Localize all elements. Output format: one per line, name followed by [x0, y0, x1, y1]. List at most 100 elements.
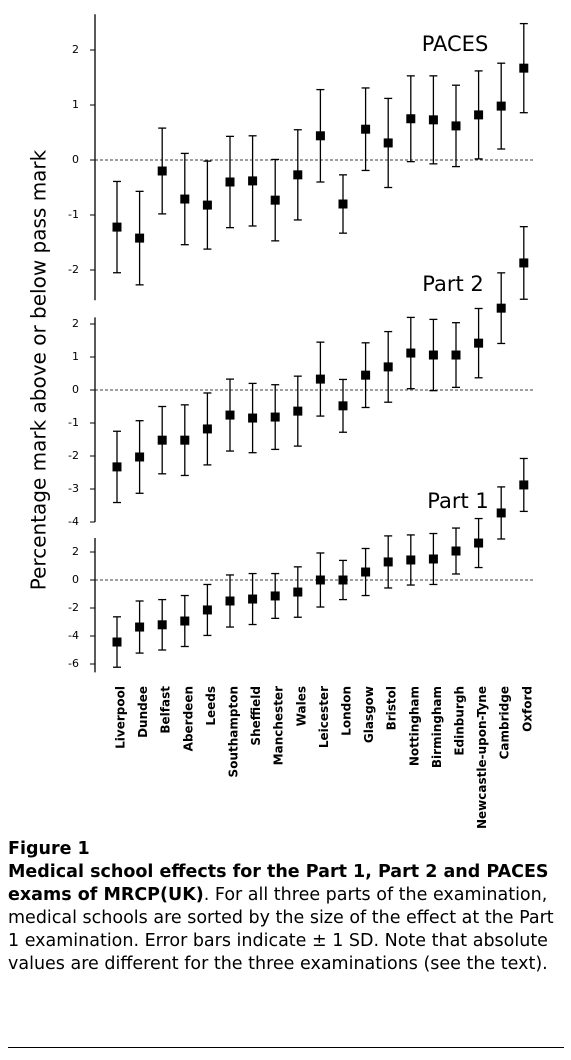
- point: [112, 637, 122, 647]
- point: [270, 195, 280, 205]
- point: [474, 538, 484, 548]
- point: [180, 616, 190, 626]
- panel-label: Part 2: [422, 272, 484, 296]
- point: [361, 370, 371, 380]
- point: [202, 200, 212, 210]
- y-tick-label: -2: [68, 449, 79, 462]
- point: [519, 63, 529, 73]
- x-tick-label: Birmingham: [430, 686, 444, 768]
- point: [202, 605, 212, 615]
- rule: [8, 1047, 564, 1048]
- caption-title: Medical school effects for the Part 1, P…: [8, 862, 549, 905]
- point: [270, 591, 280, 601]
- x-tick-label: Manchester: [272, 686, 286, 765]
- point: [383, 138, 393, 148]
- point: [315, 575, 325, 585]
- y-tick-label: -6: [68, 657, 79, 670]
- point: [406, 555, 416, 565]
- point: [135, 622, 145, 632]
- point: [519, 258, 529, 268]
- point: [474, 110, 484, 120]
- point: [112, 462, 122, 472]
- x-tick-label: Oxford: [520, 686, 534, 732]
- point: [451, 121, 461, 131]
- point: [225, 410, 235, 420]
- y-tick-label: 2: [72, 43, 79, 56]
- point: [496, 101, 506, 111]
- point: [406, 114, 416, 124]
- y-tick-label: -4: [68, 629, 79, 642]
- x-tick-label: Edinburgh: [453, 686, 467, 756]
- x-tick-label: Sheffield: [249, 686, 263, 746]
- point: [157, 620, 167, 630]
- y-tick-label: 2: [72, 317, 79, 330]
- point: [451, 546, 461, 556]
- chart: Percentage mark above or below pass mark…: [27, 14, 535, 829]
- x-tick-label: Bristol: [385, 686, 399, 730]
- point: [248, 594, 258, 604]
- point: [248, 413, 258, 423]
- y-tick-label: 0: [72, 573, 79, 586]
- point: [270, 412, 280, 422]
- y-tick-label: 0: [72, 383, 79, 396]
- point: [180, 435, 190, 445]
- point: [225, 596, 235, 606]
- y-tick-label: -1: [68, 208, 79, 221]
- point: [338, 199, 348, 209]
- x-tick-label: Southampton: [227, 686, 241, 777]
- y-tick-label: 2: [72, 545, 79, 558]
- panel-label: Part 1: [427, 489, 489, 513]
- figure-label: Figure 1: [8, 839, 90, 859]
- point: [428, 350, 438, 360]
- point: [428, 115, 438, 125]
- y-tick-label: -3: [68, 482, 79, 495]
- point: [180, 194, 190, 204]
- point: [225, 177, 235, 187]
- point: [361, 124, 371, 134]
- point: [361, 567, 371, 577]
- y-tick-label: -2: [68, 601, 79, 614]
- caption-text: . For all three parts of the examination…: [8, 885, 554, 974]
- point: [338, 575, 348, 585]
- point: [428, 554, 438, 564]
- caption: Figure 1 Medical school effects for the …: [8, 838, 560, 976]
- point: [135, 233, 145, 243]
- point: [293, 406, 303, 416]
- point: [157, 166, 167, 176]
- x-tick-label: Wales: [294, 686, 308, 726]
- x-tick-label: Newcastle-upon-Tyne: [475, 686, 489, 829]
- point: [112, 222, 122, 232]
- x-tick-label: Leicester: [317, 686, 331, 748]
- point: [293, 170, 303, 180]
- y-tick-label: -2: [68, 263, 79, 276]
- point: [248, 176, 258, 186]
- y-tick-label: -1: [68, 416, 79, 429]
- x-tick-label: Aberdeen: [181, 686, 195, 751]
- point: [202, 424, 212, 434]
- x-tick-label: Dundee: [136, 686, 150, 738]
- point: [157, 435, 167, 445]
- point: [474, 338, 484, 348]
- x-tick-label: London: [340, 686, 354, 736]
- point: [496, 303, 506, 313]
- y-tick-label: 1: [72, 98, 79, 111]
- point: [315, 374, 325, 384]
- point: [451, 350, 461, 360]
- point: [315, 131, 325, 141]
- panel-label: PACES: [422, 32, 489, 56]
- x-tick-label: Nottingham: [407, 686, 421, 766]
- point: [293, 587, 303, 597]
- point: [519, 480, 529, 490]
- x-tick-label: Leeds: [204, 686, 218, 726]
- x-tick-label: Cambridge: [498, 686, 512, 759]
- point: [383, 557, 393, 567]
- x-tick-label: Belfast: [159, 686, 173, 734]
- x-tick-label: Glasgow: [362, 686, 376, 743]
- x-tick-label: Liverpool: [114, 686, 128, 749]
- point: [135, 452, 145, 462]
- point: [496, 508, 506, 518]
- point: [338, 401, 348, 411]
- point: [406, 348, 416, 358]
- y-tick-label: 0: [72, 153, 79, 166]
